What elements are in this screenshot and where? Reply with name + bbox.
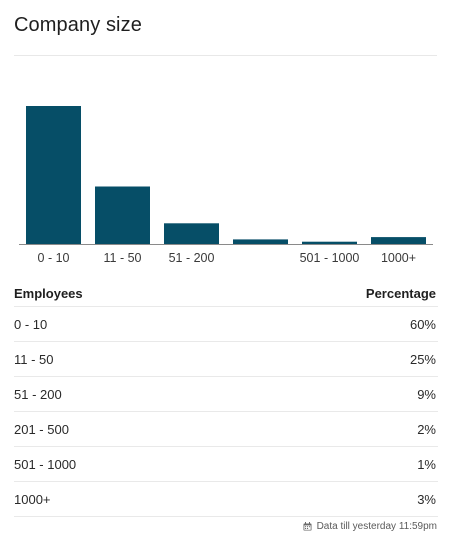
- bar-0-10: [26, 106, 81, 244]
- table-row: 11 - 50 25%: [14, 341, 438, 377]
- percentage-cell: 2%: [220, 411, 438, 447]
- table-header-row: Employees Percentage: [14, 280, 438, 307]
- employees-cell: 201 - 500: [14, 411, 221, 447]
- table-row: 201 - 500 2%: [14, 411, 438, 447]
- percentage-cell: 60%: [220, 306, 438, 342]
- employees-column-header: Employees: [14, 280, 221, 307]
- bar-501-1000: [302, 241, 357, 244]
- employees-cell: 11 - 50: [14, 341, 221, 377]
- title-divider: [14, 55, 437, 56]
- data-freshness-note: Data till yesterday 11:59pm: [303, 521, 437, 532]
- table-row: 0 - 10 60%: [14, 306, 438, 342]
- bar-chart: 0 - 10 11 - 50 51 - 200 501 - 1000 1000+: [19, 106, 433, 265]
- x-tick-label: 11 - 50: [104, 251, 142, 265]
- company-size-table: Employees Percentage 0 - 10 60% 11 - 50 …: [14, 280, 438, 517]
- footer-text: Data till yesterday 11:59pm: [316, 521, 437, 532]
- x-tick-label: 0 - 10: [38, 251, 70, 265]
- calendar-icon: [303, 522, 312, 531]
- x-tick-label: 51 - 200: [169, 251, 215, 265]
- table-row: 501 - 1000 1%: [14, 446, 438, 482]
- percentage-cell: 1%: [220, 446, 438, 482]
- percentage-column-header: Percentage: [220, 280, 438, 307]
- bar-1000plus: [371, 237, 426, 244]
- employees-cell: 51 - 200: [14, 376, 221, 412]
- bar-11-50: [95, 186, 150, 244]
- bar-201-500: [233, 239, 288, 244]
- percentage-cell: 25%: [220, 341, 438, 377]
- table-row: 1000+ 3%: [14, 481, 438, 517]
- employees-cell: 0 - 10: [14, 306, 221, 342]
- bar-51-200: [164, 223, 219, 244]
- x-tick-label: 501 - 1000: [300, 251, 360, 265]
- company-size-chart: 0 - 10 11 - 50 51 - 200 501 - 1000 1000+: [0, 56, 449, 276]
- employees-cell: 1000+: [14, 481, 221, 517]
- employees-cell: 501 - 1000: [14, 446, 221, 482]
- card-title: Company size: [14, 14, 142, 36]
- percentage-cell: 3%: [220, 481, 438, 517]
- table-row: 51 - 200 9%: [14, 376, 438, 412]
- x-tick-label: 1000+: [381, 251, 416, 265]
- percentage-cell: 9%: [220, 376, 438, 412]
